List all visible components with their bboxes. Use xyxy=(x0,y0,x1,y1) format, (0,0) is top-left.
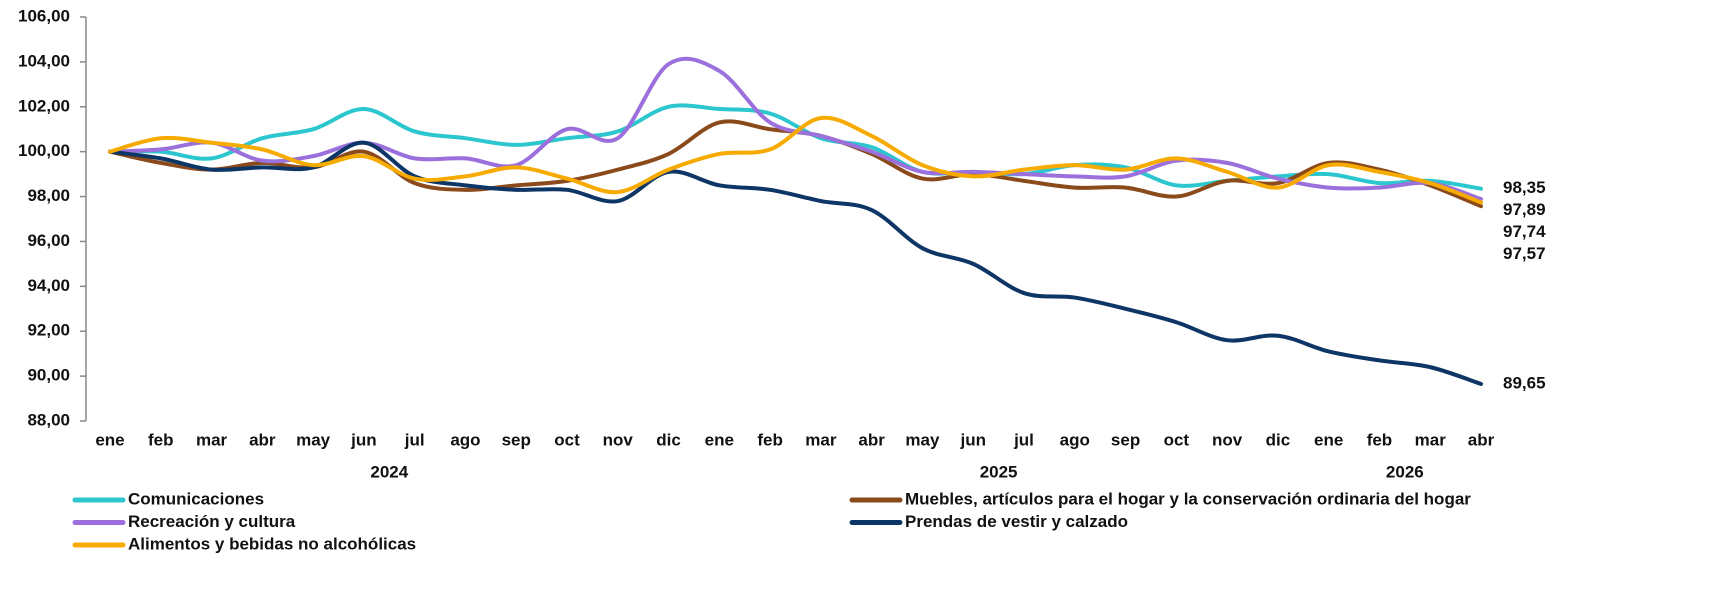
y-tick-label: 90,00 xyxy=(27,366,70,385)
x-tick-label: abr xyxy=(249,430,276,449)
x-tick-label: ago xyxy=(1060,430,1090,449)
y-tick-label: 100,00 xyxy=(18,141,70,160)
series-line xyxy=(108,140,1483,386)
x-tick-label: ene xyxy=(1314,430,1343,449)
legend-label: Recreación y cultura xyxy=(128,512,296,531)
y-tick-label: 94,00 xyxy=(27,276,70,295)
x-tick-label: jun xyxy=(350,430,377,449)
y-tick-label: 88,00 xyxy=(27,410,70,429)
y-tick-label: 104,00 xyxy=(18,51,70,70)
legend-label: Alimentos y bebidas no alcohólicas xyxy=(128,534,416,553)
value-label: 97,89 xyxy=(1503,200,1546,219)
x-tick-label: may xyxy=(296,430,331,449)
x-tick-label: nov xyxy=(603,430,634,449)
legend-label: Comunicaciones xyxy=(128,489,264,508)
x-tick-label: sep xyxy=(502,430,531,449)
value-label: 98,35 xyxy=(1503,178,1546,197)
x-tick-label: may xyxy=(905,430,940,449)
x-tick-label: ene xyxy=(95,430,124,449)
y-tick-label: 92,00 xyxy=(27,321,70,340)
x-tick-label: jul xyxy=(404,430,425,449)
x-tick-label: jul xyxy=(1013,430,1034,449)
x-tick-label: feb xyxy=(757,430,783,449)
x-tick-label: oct xyxy=(1164,430,1190,449)
x-tick-label: mar xyxy=(805,430,837,449)
x-tick-label: jun xyxy=(959,430,986,449)
x-tick-label: sep xyxy=(1111,430,1140,449)
x-tick-label: oct xyxy=(554,430,580,449)
value-label: 97,74 xyxy=(1503,222,1546,241)
value-label: 89,65 xyxy=(1503,373,1546,392)
x-tick-label: abr xyxy=(858,430,885,449)
year-label: 2026 xyxy=(1386,462,1424,481)
x-tick-label: dic xyxy=(656,430,681,449)
y-tick-label: 98,00 xyxy=(27,186,70,205)
x-tick-label: feb xyxy=(1367,430,1393,449)
series-line xyxy=(108,115,1483,205)
x-tick-label: mar xyxy=(196,430,228,449)
series-line xyxy=(108,103,1483,191)
y-tick-label: 102,00 xyxy=(18,96,70,115)
year-label: 2024 xyxy=(370,462,408,481)
y-tick-label: 96,00 xyxy=(27,231,70,250)
year-label: 2025 xyxy=(980,462,1018,481)
x-tick-label: ago xyxy=(450,430,480,449)
value-label: 97,57 xyxy=(1503,244,1546,263)
x-tick-label: mar xyxy=(1415,430,1447,449)
legend-label: Muebles, artículos para el hogar y la co… xyxy=(905,489,1471,508)
series-line xyxy=(108,56,1483,202)
x-tick-label: ene xyxy=(705,430,734,449)
x-tick-label: abr xyxy=(1468,430,1495,449)
legend-label: Prendas de vestir y calzado xyxy=(905,512,1128,531)
x-tick-label: dic xyxy=(1266,430,1291,449)
y-tick-label: 106,00 xyxy=(18,6,70,25)
x-tick-label: nov xyxy=(1212,430,1243,449)
x-tick-label: feb xyxy=(148,430,174,449)
